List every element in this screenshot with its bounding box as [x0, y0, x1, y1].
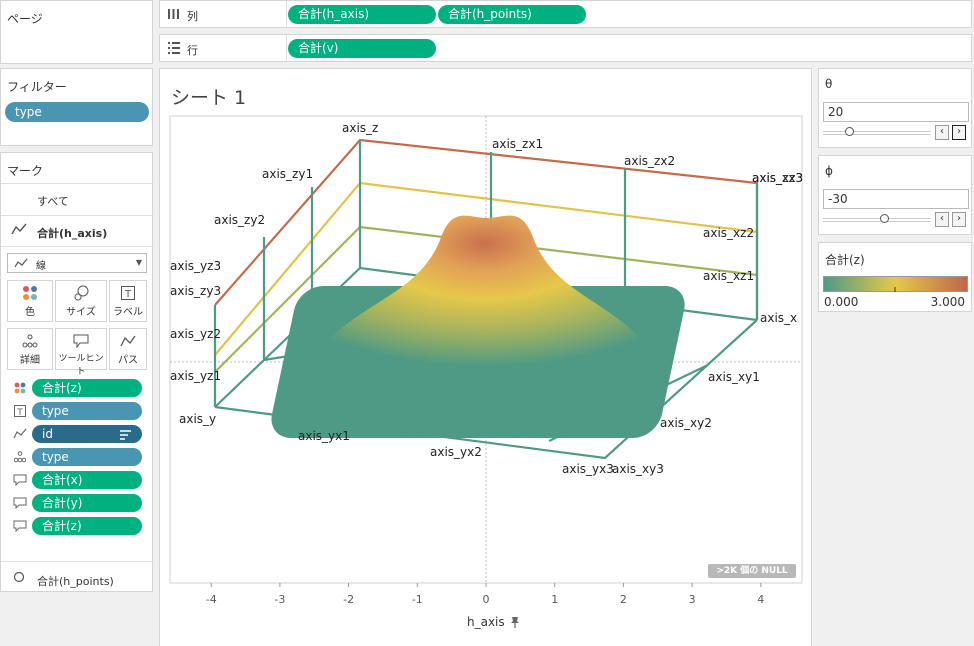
chevron-down-icon: ▼ [135, 258, 142, 267]
sheet-title: シート 1 [171, 87, 247, 109]
marks-layer1-label: 合計(h_axis) [37, 227, 108, 240]
columns-icon [168, 8, 180, 23]
color-button-label: 色 [25, 307, 35, 318]
color-legend-ramp [823, 276, 968, 292]
filter-pill-type[interactable]: type [5, 102, 149, 122]
rows-shelf-label: 行 [187, 44, 198, 57]
mark-field-pill[interactable]: type [32, 448, 142, 466]
label-t-icon: T [110, 281, 146, 303]
path-icon [13, 428, 27, 442]
svg-text:T: T [124, 289, 132, 300]
label-button[interactable]: T ラベル [109, 280, 147, 322]
rows-shelf: 行 合計(v) [159, 34, 972, 62]
tooltip-button-label: ツールヒント [58, 354, 104, 377]
path-button[interactable]: パス [109, 328, 147, 370]
mark-field-pill[interactable]: 合計(y) [32, 494, 142, 512]
phi-label: ϕ [825, 164, 833, 178]
color-legend-title: 合計(z) [825, 253, 865, 267]
mark-field-pill[interactable]: type [32, 402, 142, 420]
label-icon: T [13, 405, 27, 419]
marks-title: マーク [7, 164, 44, 178]
tooltip-bubble-icon [56, 329, 106, 351]
color-legend-max: 3.000 [930, 295, 965, 309]
mark-field-pill-label: id [42, 427, 53, 441]
svg-text:T: T [16, 408, 23, 417]
x-axis-title-text: h_axis [467, 615, 505, 629]
path-button-label: パス [118, 355, 138, 366]
mark-field-pill[interactable]: id [32, 425, 142, 443]
tooltip-icon [13, 520, 27, 534]
mark-type-icon [14, 257, 28, 272]
mark-field-pill[interactable]: 合計(x) [32, 471, 142, 489]
marks-layer2-label: 合計(h_points) [37, 575, 114, 588]
pages-title: ページ [7, 12, 43, 26]
filters-card: フィルター type [0, 68, 153, 146]
color-legend-card: 合計(z) 0.000 3.000 [818, 242, 972, 312]
label-button-label: ラベル [113, 307, 143, 318]
sheet-panel: シート 1 [159, 68, 812, 646]
pages-card: ページ [0, 0, 153, 64]
columns-pill-h-points[interactable]: 合計(h_points) [438, 5, 586, 24]
columns-shelf-label: 列 [187, 10, 198, 23]
phi-input[interactable]: -30 [823, 189, 969, 209]
pin-icon [509, 616, 521, 631]
mark-type-value: 線 [36, 261, 46, 272]
line-mark-icon [11, 222, 27, 239]
theta-slider-track[interactable] [823, 127, 931, 136]
circle-mark-icon [13, 571, 25, 586]
phi-slider-track[interactable] [823, 214, 931, 223]
tooltip-icon [13, 474, 27, 488]
theta-label: θ [825, 77, 833, 91]
detail-icon [13, 451, 27, 465]
rows-icon [168, 42, 180, 57]
phi-card: ϕ -30 ‹ › [818, 155, 972, 235]
color-button[interactable]: 色 [7, 280, 53, 322]
mark-type-dropdown[interactable]: 線 ▼ [7, 253, 147, 273]
x-axis-title[interactable]: h_axis [450, 615, 550, 631]
color-legend-min: 0.000 [824, 295, 859, 309]
mark-field-pill[interactable]: 合計(z) [32, 379, 142, 397]
marks-layer1-tab[interactable]: 合計(h_axis) [1, 215, 154, 247]
detail-button[interactable]: 詳細 [7, 328, 53, 370]
detail-button-label: 詳細 [20, 355, 40, 366]
theta-input[interactable]: 20 [823, 102, 969, 122]
columns-shelf: 列 合計(h_axis) 合計(h_points) [159, 0, 972, 28]
rows-pill-v[interactable]: 合計(v) [288, 39, 436, 58]
marks-all-label: すべて [37, 195, 69, 208]
columns-pill-h-axis[interactable]: 合計(h_axis) [288, 5, 436, 24]
phi-prev-button[interactable]: ‹ [935, 212, 949, 227]
marks-layer2-tab[interactable]: 合計(h_points) [1, 561, 154, 592]
theta-next-button[interactable]: › [952, 125, 966, 140]
null-indicator-text: >2K 個の NULL [716, 566, 788, 576]
size-button[interactable]: サイズ [55, 280, 107, 322]
phi-slider-thumb[interactable] [880, 214, 890, 223]
detail-dots-icon [8, 329, 52, 351]
marks-card: マーク すべて 合計(h_axis) 線 ▼ 色 サイズ T ラベル [0, 152, 154, 592]
theta-slider-thumb[interactable] [844, 127, 854, 136]
theta-card: θ 20 ‹ › [818, 68, 972, 148]
sort-icon [120, 428, 132, 443]
phi-next-button[interactable]: › [952, 212, 966, 227]
mark-field-pill[interactable]: 合計(z) [32, 517, 142, 535]
tooltip-icon [13, 497, 27, 511]
tooltip-button[interactable]: ツールヒント [55, 328, 107, 377]
size-button-label: サイズ [66, 307, 96, 318]
marks-all-tab[interactable]: すべて [1, 183, 154, 213]
theta-prev-button[interactable]: ‹ [935, 125, 949, 140]
path-icon [110, 329, 146, 351]
null-indicator-badge[interactable]: >2K 個の NULL [708, 564, 796, 578]
color-dots-icon [8, 281, 52, 303]
size-icon [56, 281, 106, 303]
filters-title: フィルター [7, 80, 67, 94]
color-icon [13, 382, 27, 396]
